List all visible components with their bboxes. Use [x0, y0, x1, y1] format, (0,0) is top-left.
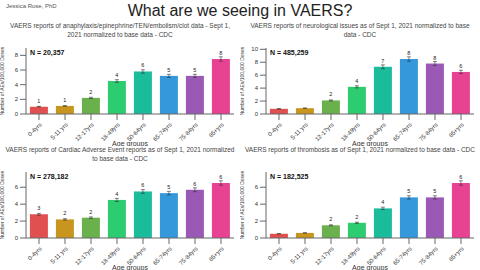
- svg-text:50-64yrs: 50-64yrs: [366, 121, 387, 143]
- svg-text:5-11 yrs: 5-11 yrs: [289, 245, 308, 264]
- svg-text:4: 4: [381, 199, 384, 205]
- svg-text:4: 4: [15, 201, 19, 207]
- svg-text:4: 4: [115, 72, 118, 78]
- svg-text:2: 2: [15, 218, 19, 224]
- svg-text:65-74yrs: 65-74yrs: [392, 245, 413, 266]
- svg-text:85+yrs: 85+yrs: [448, 121, 465, 138]
- svg-text:8: 8: [15, 52, 19, 58]
- html-text:N = 182,525: N = 182,525: [270, 173, 309, 180]
- svg-text:2: 2: [329, 91, 332, 97]
- svg-text:2: 2: [355, 214, 358, 220]
- html-text:VAERS reports of thrombosis as: VAERS reports of thrombosis as of Sept 1…: [245, 146, 475, 153]
- svg-text:6: 6: [193, 181, 196, 187]
- svg-text:5: 5: [167, 67, 170, 73]
- svg-text:1: 1: [63, 97, 66, 103]
- html-text:VAERS reports of neurological: VAERS reports of neurological issues as …: [250, 22, 470, 38]
- svg-text:0: 0: [255, 111, 259, 117]
- svg-text:5: 5: [433, 188, 436, 194]
- svg-text:50-64yrs: 50-64yrs: [366, 245, 387, 267]
- svg-text:85+yrs: 85+yrs: [208, 245, 225, 262]
- svg-text:18-49yrs: 18-49yrs: [340, 121, 361, 143]
- svg-text:0-4yrs: 0-4yrs: [27, 245, 43, 261]
- svg-text:7: 7: [381, 58, 384, 64]
- svg-text:Age groups: Age groups: [352, 264, 388, 270]
- svg-text:18-49yrs: 18-49yrs: [100, 245, 121, 267]
- svg-text:4: 4: [115, 191, 118, 197]
- html-text:What are we seeing in VAERS?: What are we seeing in VAERS?: [127, 2, 353, 19]
- svg-text:6: 6: [255, 184, 259, 190]
- svg-text:0: 0: [15, 235, 19, 241]
- svg-text:65-74yrs: 65-74yrs: [392, 121, 413, 142]
- svg-text:75-84yrs: 75-84yrs: [418, 121, 439, 142]
- svg-text:12-17yrs: 12-17yrs: [74, 245, 95, 266]
- svg-text:5: 5: [193, 67, 196, 73]
- svg-text:5-11 yrs: 5-11 yrs: [49, 245, 68, 264]
- svg-text:6: 6: [255, 72, 259, 78]
- svg-text:5-11 yrs: 5-11 yrs: [289, 121, 308, 140]
- svg-text:85+yrs: 85+yrs: [448, 245, 465, 262]
- svg-text:0-4yrs: 0-4yrs: [27, 121, 43, 137]
- svg-text:4: 4: [255, 85, 259, 91]
- svg-text:75-84yrs: 75-84yrs: [178, 245, 199, 266]
- svg-text:6: 6: [141, 62, 144, 68]
- svg-text:12-17yrs: 12-17yrs: [74, 121, 95, 142]
- svg-text:0: 0: [255, 235, 259, 241]
- svg-text:12-17yrs: 12-17yrs: [314, 121, 335, 142]
- svg-text:8: 8: [407, 50, 410, 56]
- svg-text:6: 6: [459, 174, 462, 180]
- svg-text:5: 5: [407, 188, 410, 194]
- svg-text:6: 6: [15, 184, 19, 190]
- svg-text:50-64yrs: 50-64yrs: [126, 245, 147, 267]
- svg-text:75-84yrs: 75-84yrs: [178, 121, 199, 142]
- svg-text:2: 2: [15, 96, 19, 102]
- html-text:VAERS reports of anaphylaxis/e: VAERS reports of anaphylaxis/epinephrine…: [10, 22, 230, 38]
- svg-text:6: 6: [141, 182, 144, 188]
- html-text:N = 485,259: N = 485,259: [270, 49, 309, 56]
- svg-text:1: 1: [37, 98, 40, 104]
- svg-text:50-64yrs: 50-64yrs: [126, 121, 147, 143]
- svg-text:2: 2: [63, 210, 66, 216]
- svg-text:2: 2: [255, 218, 259, 224]
- svg-text:Age groups: Age groups: [352, 140, 388, 146]
- svg-text:3: 3: [37, 205, 40, 211]
- svg-text:6: 6: [459, 63, 462, 69]
- svg-text:75-84yrs: 75-84yrs: [418, 245, 439, 266]
- svg-text:0-4yrs: 0-4yrs: [267, 121, 283, 137]
- svg-text:5-11 yrs: 5-11 yrs: [49, 121, 68, 140]
- svg-text:12-17yrs: 12-17yrs: [314, 245, 335, 266]
- svg-text:65-74yrs: 65-74yrs: [152, 121, 173, 142]
- svg-text:2: 2: [329, 216, 332, 222]
- svg-text:2: 2: [255, 98, 259, 104]
- html-text:Jessica Rose, PhD: Jessica Rose, PhD: [6, 3, 57, 9]
- html-text:VAERS reports of Cardiac Adver: VAERS reports of Cardiac Adverse Event r…: [5, 146, 235, 162]
- svg-text:0: 0: [15, 111, 19, 117]
- svg-text:4: 4: [15, 82, 19, 88]
- svg-text:4: 4: [255, 201, 259, 207]
- svg-text:18-49yrs: 18-49yrs: [100, 121, 121, 143]
- svg-text:Age groups: Age groups: [112, 264, 148, 270]
- svg-text:65-74yrs: 65-74yrs: [152, 245, 173, 266]
- html-text:N = 278,182: N = 278,182: [30, 173, 69, 180]
- svg-text:8: 8: [255, 59, 259, 65]
- svg-text:2: 2: [89, 89, 92, 95]
- svg-text:5: 5: [167, 184, 170, 190]
- svg-text:8: 8: [219, 50, 222, 56]
- svg-text:10: 10: [251, 46, 258, 52]
- svg-text:Number of AEs/100,000 Doses: Number of AEs/100,000 Doses: [240, 46, 245, 115]
- html-text:N = 20,357: N = 20,357: [30, 49, 65, 56]
- svg-text:Number of AEs/100,000 Doses: Number of AEs/100,000 Doses: [240, 170, 245, 239]
- svg-text:6: 6: [219, 174, 222, 180]
- svg-text:6: 6: [15, 67, 19, 73]
- svg-text:8: 8: [433, 55, 436, 61]
- svg-text:Age groups: Age groups: [112, 140, 148, 146]
- svg-text:0-4yrs: 0-4yrs: [267, 245, 283, 261]
- svg-text:2: 2: [89, 209, 92, 215]
- svg-text:4: 4: [355, 78, 358, 84]
- svg-text:18-49yrs: 18-49yrs: [340, 245, 361, 267]
- svg-text:85+yrs: 85+yrs: [208, 121, 225, 138]
